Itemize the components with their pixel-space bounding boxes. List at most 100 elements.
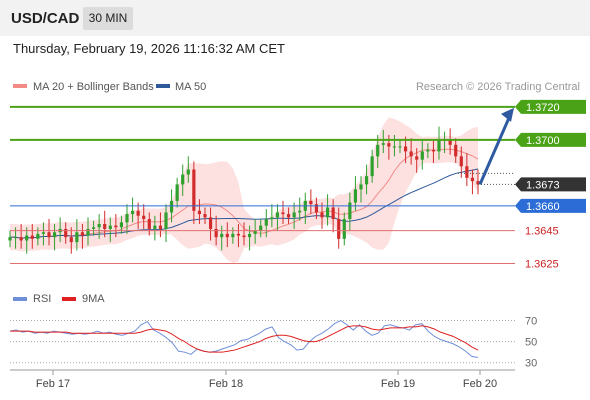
candle-body — [387, 143, 391, 147]
candle-body — [186, 169, 190, 175]
ma9-legend-label: 9MA — [82, 293, 105, 305]
candle-body — [108, 225, 112, 229]
level-tag-resistance — [515, 99, 586, 114]
ma9-legend-swatch — [62, 297, 76, 301]
candle-body — [454, 144, 458, 157]
rsi-tick-label: 50 — [525, 337, 537, 349]
candle-body — [242, 235, 246, 238]
ma50-legend-swatch — [156, 84, 170, 88]
x-tick-label: Feb 19 — [381, 378, 415, 390]
x-tick-label: Feb 18 — [209, 378, 243, 390]
forecast-arrow-line — [478, 117, 511, 186]
candle-body — [448, 139, 452, 145]
candle-body — [86, 228, 90, 236]
candle-body — [281, 212, 285, 215]
forecast-arrow-head — [501, 107, 514, 122]
candle-body — [253, 230, 257, 234]
candle-body — [181, 174, 185, 185]
candle-body — [247, 233, 252, 238]
candle-body — [353, 189, 358, 203]
candle-body — [398, 146, 402, 148]
level-tag-resistance — [515, 132, 586, 147]
candle-body — [392, 146, 397, 148]
rsi-plot-area: 70 50 30 — [9, 316, 537, 370]
candle-body — [298, 210, 302, 213]
candle-body — [125, 214, 129, 223]
candle-body — [476, 181, 480, 185]
level-label-pivot: 1.3660 — [526, 201, 560, 213]
rsi-tick-label: 70 — [525, 316, 537, 328]
candle-body — [270, 217, 274, 220]
candle-body — [69, 237, 73, 243]
candle-body — [142, 215, 146, 220]
candle-body — [470, 177, 475, 182]
candle-body — [41, 232, 46, 234]
candle-body — [130, 210, 135, 215]
candle-body — [420, 151, 424, 160]
candle-body — [431, 149, 436, 152]
candle-body — [8, 237, 12, 241]
price-levels: 1.3720 1.3700 1.3673 1.3660 1.3645 1.3625 — [10, 99, 586, 271]
candle-body — [225, 233, 229, 238]
last-price-tag — [515, 177, 586, 192]
level-label-support: 1.3645 — [525, 226, 559, 238]
candle-body — [231, 233, 235, 238]
candle-body — [192, 169, 196, 211]
candle-body — [208, 217, 213, 229]
candle-body — [359, 184, 363, 190]
candle-body — [459, 156, 463, 167]
candle-body — [19, 237, 23, 241]
candle-body — [13, 237, 18, 239]
candle-body — [348, 202, 352, 220]
candle-body — [97, 223, 101, 228]
candle-body — [197, 210, 202, 215]
candle-body — [119, 222, 124, 228]
candle-body — [409, 151, 413, 157]
candle-body — [147, 219, 151, 229]
last-price-label: 1.3673 — [526, 179, 560, 191]
rsi-line — [9, 319, 479, 358]
candle-body — [325, 207, 330, 218]
ma20-legend-swatch — [13, 84, 27, 88]
candle-body — [337, 219, 341, 239]
candle-body — [36, 233, 40, 239]
candle-body — [403, 146, 408, 152]
timeframe-badge[interactable]: 30 MIN — [83, 7, 133, 30]
candle-body — [364, 176, 369, 185]
candle-body — [236, 233, 241, 236]
candle-body — [314, 204, 319, 213]
rsi-legend-swatch — [13, 297, 27, 301]
candle-body — [370, 156, 374, 177]
candle-body — [309, 200, 313, 205]
rsi-tick-label: 30 — [525, 358, 537, 370]
candle-body — [64, 228, 68, 238]
rsi-legend-label: RSI — [33, 293, 51, 305]
candle-body — [465, 166, 469, 178]
level-label-resistance: 1.3720 — [526, 102, 560, 114]
candle-body — [275, 212, 280, 218]
candle-body — [331, 207, 335, 220]
x-axis: Feb 17 Feb 18 Feb 19 Feb 20 — [36, 370, 497, 390]
symbol-title: USD/CAD — [11, 10, 80, 27]
candle-body — [286, 214, 291, 218]
candle-body — [259, 225, 263, 231]
timestamp: Thursday, February 19, 2026 11:16:32 AM … — [13, 41, 285, 56]
x-tick-label: Feb 20 — [463, 378, 497, 390]
candle-body — [415, 156, 419, 160]
candle-body — [52, 232, 57, 238]
candle-body — [220, 233, 224, 238]
candle-body — [320, 212, 324, 218]
candle-body — [342, 219, 346, 239]
level-label-resistance: 1.3700 — [526, 135, 560, 147]
candle-body — [75, 232, 79, 243]
price-plot-area — [8, 117, 480, 264]
candle-body — [203, 214, 207, 218]
ma9-line — [10, 325, 479, 353]
x-tick-label: Feb 17 — [36, 378, 70, 390]
ma20-legend-label: MA 20 + Bollinger Bands — [33, 81, 154, 93]
candle-body — [164, 212, 168, 229]
candle-body — [103, 223, 107, 229]
candle-body — [114, 225, 118, 228]
candle-body — [426, 149, 430, 152]
candle-body — [175, 184, 179, 201]
